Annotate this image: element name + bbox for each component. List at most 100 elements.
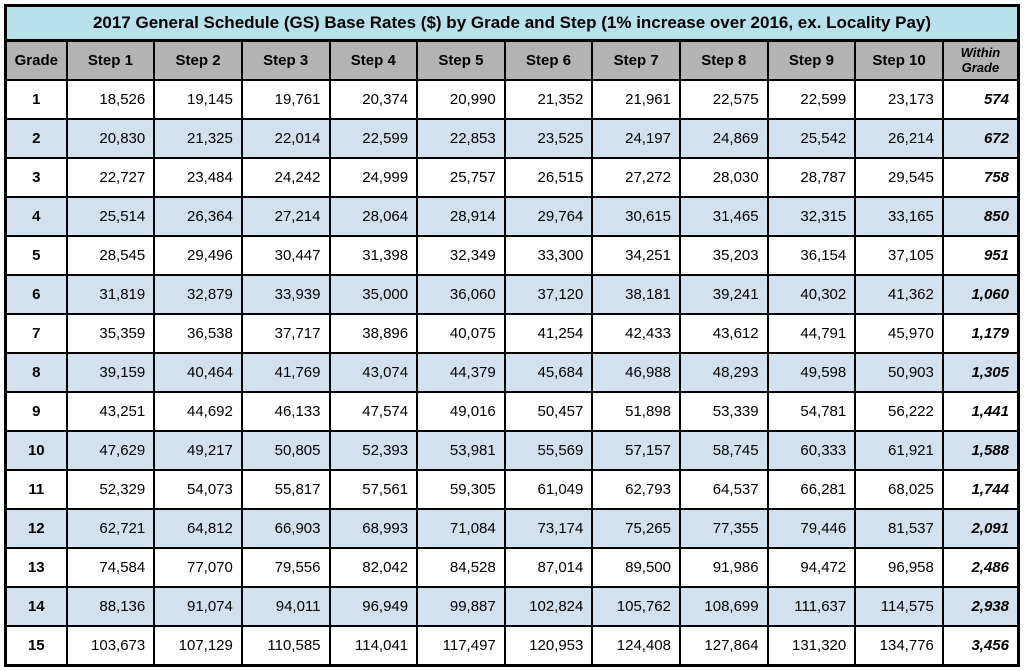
value-cell: 58,745: [680, 431, 768, 470]
value-cell: 94,011: [242, 587, 330, 626]
value-cell: 77,355: [680, 509, 768, 548]
value-cell: 55,569: [505, 431, 593, 470]
within-grade-cell: 574: [943, 80, 1019, 119]
value-cell: 28,030: [680, 158, 768, 197]
within-grade-cell: 758: [943, 158, 1019, 197]
within-grade-cell: 2,938: [943, 587, 1019, 626]
within-grade-cell: 1,179: [943, 314, 1019, 353]
value-cell: 127,864: [680, 626, 768, 666]
col-header-grade: Grade: [6, 41, 67, 81]
value-cell: 51,898: [592, 392, 680, 431]
table-title-row: 2017 General Schedule (GS) Base Rates ($…: [6, 6, 1019, 41]
value-cell: 52,329: [67, 470, 155, 509]
grade-cell: 14: [6, 587, 67, 626]
value-cell: 34,251: [592, 236, 680, 275]
value-cell: 105,762: [592, 587, 680, 626]
value-cell: 111,637: [768, 587, 856, 626]
value-cell: 36,538: [154, 314, 242, 353]
value-cell: 53,981: [417, 431, 505, 470]
value-cell: 44,379: [417, 353, 505, 392]
value-cell: 114,041: [330, 626, 418, 666]
value-cell: 117,497: [417, 626, 505, 666]
value-cell: 75,265: [592, 509, 680, 548]
value-cell: 110,585: [242, 626, 330, 666]
table-body: 118,52619,14519,76120,37420,99021,35221,…: [6, 80, 1019, 666]
value-cell: 21,352: [505, 80, 593, 119]
value-cell: 32,315: [768, 197, 856, 236]
value-cell: 23,525: [505, 119, 593, 158]
grade-cell: 13: [6, 548, 67, 587]
col-header-step: Step 8: [680, 41, 768, 81]
value-cell: 25,514: [67, 197, 155, 236]
value-cell: 64,537: [680, 470, 768, 509]
value-cell: 103,673: [67, 626, 155, 666]
value-cell: 91,074: [154, 587, 242, 626]
value-cell: 35,203: [680, 236, 768, 275]
table-row: 528,54529,49630,44731,39832,34933,30034,…: [6, 236, 1019, 275]
value-cell: 22,575: [680, 80, 768, 119]
value-cell: 82,042: [330, 548, 418, 587]
value-cell: 35,000: [330, 275, 418, 314]
col-header-step: Step 2: [154, 41, 242, 81]
value-cell: 74,584: [67, 548, 155, 587]
within-grade-cell: 1,588: [943, 431, 1019, 470]
value-cell: 41,362: [855, 275, 943, 314]
value-cell: 66,903: [242, 509, 330, 548]
value-cell: 24,242: [242, 158, 330, 197]
col-header-step: Step 4: [330, 41, 418, 81]
table-title: 2017 General Schedule (GS) Base Rates ($…: [6, 6, 1019, 41]
within-grade-cell: 3,456: [943, 626, 1019, 666]
table-row: 735,35936,53837,71738,89640,07541,25442,…: [6, 314, 1019, 353]
value-cell: 79,556: [242, 548, 330, 587]
value-cell: 40,302: [768, 275, 856, 314]
value-cell: 21,961: [592, 80, 680, 119]
value-cell: 134,776: [855, 626, 943, 666]
col-header-within: Within Grade: [943, 41, 1019, 81]
value-cell: 30,615: [592, 197, 680, 236]
grade-cell: 10: [6, 431, 67, 470]
table-row: 1488,13691,07494,01196,94999,887102,8241…: [6, 587, 1019, 626]
value-cell: 33,939: [242, 275, 330, 314]
value-cell: 25,542: [768, 119, 856, 158]
value-cell: 27,272: [592, 158, 680, 197]
value-cell: 28,914: [417, 197, 505, 236]
value-cell: 39,159: [67, 353, 155, 392]
value-cell: 30,447: [242, 236, 330, 275]
value-cell: 46,133: [242, 392, 330, 431]
value-cell: 57,561: [330, 470, 418, 509]
table-header-row: Grade Step 1 Step 2 Step 3 Step 4 Step 5…: [6, 41, 1019, 81]
value-cell: 59,305: [417, 470, 505, 509]
value-cell: 50,805: [242, 431, 330, 470]
value-cell: 18,526: [67, 80, 155, 119]
value-cell: 40,075: [417, 314, 505, 353]
value-cell: 23,484: [154, 158, 242, 197]
value-cell: 37,105: [855, 236, 943, 275]
value-cell: 66,281: [768, 470, 856, 509]
value-cell: 24,869: [680, 119, 768, 158]
col-header-step: Step 5: [417, 41, 505, 81]
value-cell: 31,819: [67, 275, 155, 314]
value-cell: 39,241: [680, 275, 768, 314]
value-cell: 31,465: [680, 197, 768, 236]
value-cell: 89,500: [592, 548, 680, 587]
value-cell: 120,953: [505, 626, 593, 666]
value-cell: 26,364: [154, 197, 242, 236]
value-cell: 124,408: [592, 626, 680, 666]
grade-cell: 5: [6, 236, 67, 275]
value-cell: 19,761: [242, 80, 330, 119]
value-cell: 99,887: [417, 587, 505, 626]
value-cell: 32,879: [154, 275, 242, 314]
value-cell: 44,791: [768, 314, 856, 353]
value-cell: 68,993: [330, 509, 418, 548]
table-row: 943,25144,69246,13347,57449,01650,45751,…: [6, 392, 1019, 431]
value-cell: 114,575: [855, 587, 943, 626]
grade-cell: 12: [6, 509, 67, 548]
value-cell: 49,016: [417, 392, 505, 431]
value-cell: 96,958: [855, 548, 943, 587]
value-cell: 49,217: [154, 431, 242, 470]
col-header-step: Step 10: [855, 41, 943, 81]
value-cell: 56,222: [855, 392, 943, 431]
table-row: 1374,58477,07079,55682,04284,52887,01489…: [6, 548, 1019, 587]
col-header-step: Step 7: [592, 41, 680, 81]
value-cell: 45,970: [855, 314, 943, 353]
